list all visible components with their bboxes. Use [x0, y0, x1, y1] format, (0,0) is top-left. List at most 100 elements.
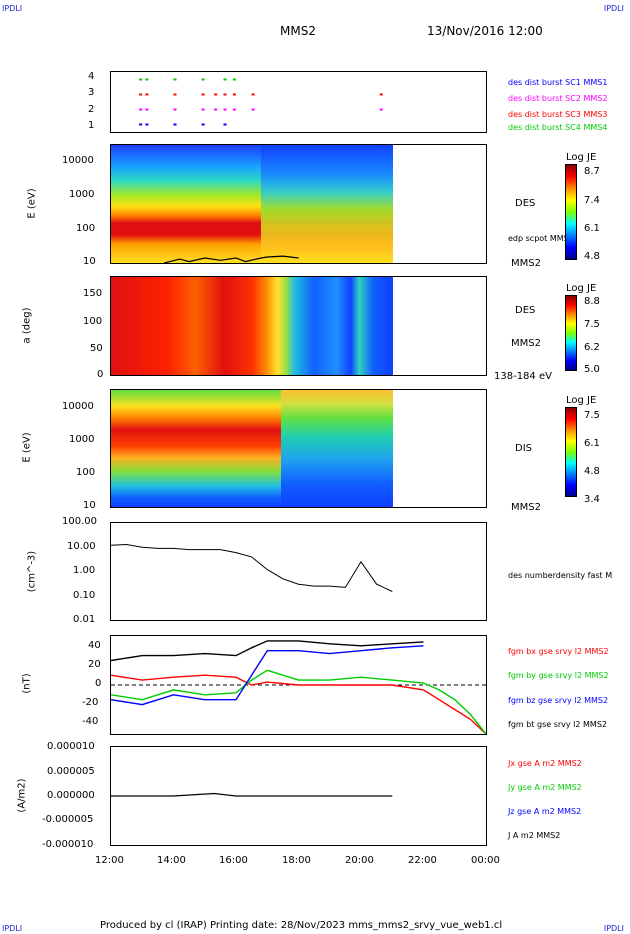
avail-mark-MMS2-3 — [201, 108, 205, 111]
xtick-0000: 00:00 — [471, 855, 500, 866]
des-energy-spectrogram-right — [261, 145, 393, 263]
des-pitch-ytick-100: 100 — [83, 316, 103, 327]
des-energy-panel — [110, 144, 487, 264]
des-energy-label: DES — [515, 198, 536, 209]
corner-label-top-right: IPDLI — [603, 4, 624, 13]
current-ylabel: (A/m2) — [16, 778, 28, 813]
avail-mark-MMS2-1 — [145, 108, 149, 111]
dis-energy-ytick-100: 100 — [76, 467, 96, 478]
avail-mark-MMS3-6 — [232, 93, 236, 96]
xtick-1200: 12:00 — [95, 855, 124, 866]
bfield-line-bt — [111, 640, 424, 662]
dis-energy-panel — [110, 389, 487, 508]
avail-mark-MMS3-2 — [173, 93, 177, 96]
des-pitch-ytick-150: 150 — [83, 288, 103, 299]
bfield-line-bz — [111, 645, 424, 706]
des-energy-cbar-tick-1: 8.7 — [584, 166, 600, 177]
xtick-1400: 14:00 — [157, 855, 186, 866]
bfield-line-bx — [111, 674, 486, 734]
dis-energy-sc-label: MMS2 — [511, 502, 541, 513]
des-energy-ytick-1000: 1000 — [69, 189, 95, 200]
dis-energy-cbar-tick-3: 4.8 — [584, 466, 600, 477]
corner-label-bottom-right: IPDLI — [603, 924, 624, 933]
bfield-label-by: fgm by gse srvy l2 MMS2 — [508, 671, 609, 680]
avail-mark-MMS1-3 — [201, 123, 205, 126]
current-plot — [111, 792, 393, 797]
des-pitch-sc-label: MMS2 — [511, 338, 541, 349]
date-title: 13/Nov/2016 12:00 — [427, 24, 543, 38]
des-pitch-energy-range: 138-184 eV — [494, 371, 552, 382]
des-pitch-ylabel: a (deg) — [21, 307, 33, 344]
avail-mark-MMS4-4 — [223, 78, 227, 81]
des-energy-cbar-title: Log JE — [566, 152, 597, 163]
dis-energy-cbar-tick-4: 3.4 — [584, 494, 600, 505]
bfield-label-bt: fgm bt gse srvy l2 MMS2 — [508, 720, 607, 729]
availability-panel — [110, 71, 487, 133]
des-pitch-panel — [110, 276, 487, 376]
bfield-label-bz: fgm bz gse srvy l2 MMS2 — [508, 696, 609, 705]
dis-energy-spectrogram-right — [281, 390, 393, 507]
current-ytick-4: -0.000005 — [42, 814, 94, 825]
avail-mark-MMS4-1 — [145, 78, 149, 81]
bfield-ytick-0: 0 — [95, 678, 102, 689]
dis-energy-cbar-tick-2: 6.1 — [584, 438, 600, 449]
current-label-jy: Jy gse A m2 MMS2 — [508, 783, 582, 792]
availability-plot — [139, 78, 383, 126]
avail-mark-MMS4-3 — [201, 78, 205, 81]
bfield-panel — [110, 635, 487, 735]
des-energy-cbar-tick-3: 6.1 — [584, 223, 600, 234]
avail-mark-MMS3-0 — [139, 93, 143, 96]
avail-mark-MMS2-0 — [139, 108, 143, 111]
current-label-jz: Jz gse A m2 MMS2 — [508, 807, 582, 816]
dis-energy-cbar-title: Log JE — [566, 395, 597, 406]
des-energy-sc-label: MMS2 — [511, 258, 541, 269]
xtick-1600: 16:00 — [219, 855, 248, 866]
des-pitch-cbar-tick-2: 7.5 — [584, 319, 600, 330]
avail-mark-MMS3-7 — [251, 93, 255, 96]
density-ylabel: (cm^-3) — [26, 550, 38, 593]
avail-mark-MMS3-1 — [145, 93, 149, 96]
des-pitch-cbar-tick-1: 8.8 — [584, 296, 600, 307]
current-ytick-1: 0.000010 — [47, 741, 95, 752]
avail-mark-MMS2-2 — [173, 108, 177, 111]
dis-energy-cbar-tick-1: 7.5 — [584, 410, 600, 421]
avail-mark-MMS3-3 — [201, 93, 205, 96]
des-scpot-line — [163, 255, 299, 263]
avail-legend-mms4: des dist burst SC4 MMS4 — [508, 123, 608, 132]
current-label-j: J A m2 MMS2 — [508, 831, 561, 840]
avail-mark-MMS1-0 — [139, 123, 143, 126]
bfield-plot — [111, 640, 486, 734]
avail-mark-MMS2-8 — [379, 108, 383, 111]
density-ytick-0.1: 0.10 — [73, 590, 96, 601]
avail-legend-mms3: des dist burst SC3 MMS3 — [508, 110, 608, 119]
bfield-label-bx: fgm bx gse srvy l2 MMS2 — [508, 647, 609, 656]
footer-credit: Produced by cl (IRAP) Printing date: 28/… — [100, 920, 503, 931]
avail-mark-MMS2-4 — [214, 108, 218, 111]
avail-mark-MMS3-5 — [223, 93, 227, 96]
avail-ytick-2: 2 — [88, 104, 95, 115]
des-energy-colorbar — [565, 164, 577, 260]
avail-mark-MMS3-8 — [379, 93, 383, 96]
corner-label-bottom-left: IPDLI — [2, 924, 23, 933]
avail-mark-MMS2-6 — [232, 108, 236, 111]
density-label: des numberdensity fast M — [508, 571, 613, 580]
bfield-ytick-m40: -40 — [82, 716, 99, 727]
avail-ytick-4: 4 — [88, 71, 95, 82]
density-ytick-1: 1.00 — [73, 565, 96, 576]
corner-label-top-left: IPDLI — [2, 4, 23, 13]
des-energy-ytick-100: 100 — [76, 223, 96, 234]
current-panel — [110, 746, 487, 846]
bfield-ytick-40: 40 — [88, 640, 101, 651]
des-energy-overlay — [163, 255, 299, 263]
des-pitch-cbar-tick-3: 6.2 — [584, 342, 600, 353]
des-pitch-ytick-50: 50 — [90, 343, 103, 354]
current-ytick-2: 0.000005 — [47, 766, 95, 777]
avail-ytick-1: 1 — [88, 120, 95, 131]
xtick-2000: 20:00 — [345, 855, 374, 866]
density-line — [111, 543, 393, 592]
avail-mark-MMS4-5 — [232, 78, 236, 81]
density-plot — [111, 543, 393, 592]
xtick-2200: 22:00 — [408, 855, 437, 866]
current-line-J — [111, 792, 393, 797]
avail-legend-mms2: des dist burst SC2 MMS2 — [508, 94, 608, 103]
